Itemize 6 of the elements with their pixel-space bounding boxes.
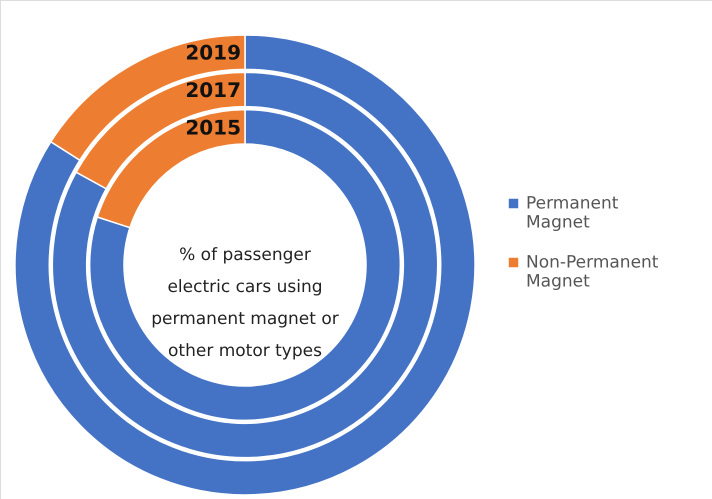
slice-label: 2019 — [185, 40, 241, 65]
slice-label: 2015 — [185, 115, 241, 140]
legend-label: Permanent Magnet — [526, 194, 619, 232]
slice-label: 2017 — [185, 78, 241, 102]
text: % of passenger electric cars using permanent magnet or other motor types — [151, 245, 339, 361]
legend-label: Non-Permanent Magnet — [526, 252, 659, 292]
